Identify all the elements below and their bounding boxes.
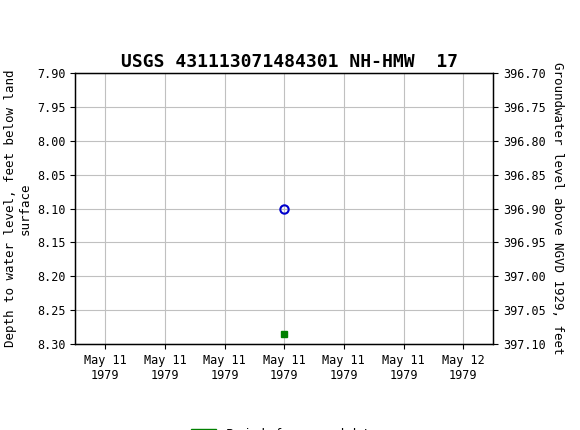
Legend: Period of approved data: Period of approved data (186, 423, 382, 430)
Y-axis label: Depth to water level, feet below land
surface: Depth to water level, feet below land su… (3, 70, 32, 347)
Text: ▒USGS: ▒USGS (12, 15, 70, 37)
Text: USGS 431113071484301 NH-HMW  17: USGS 431113071484301 NH-HMW 17 (121, 53, 459, 71)
Y-axis label: Groundwater level above NGVD 1929, feet: Groundwater level above NGVD 1929, feet (551, 62, 564, 355)
